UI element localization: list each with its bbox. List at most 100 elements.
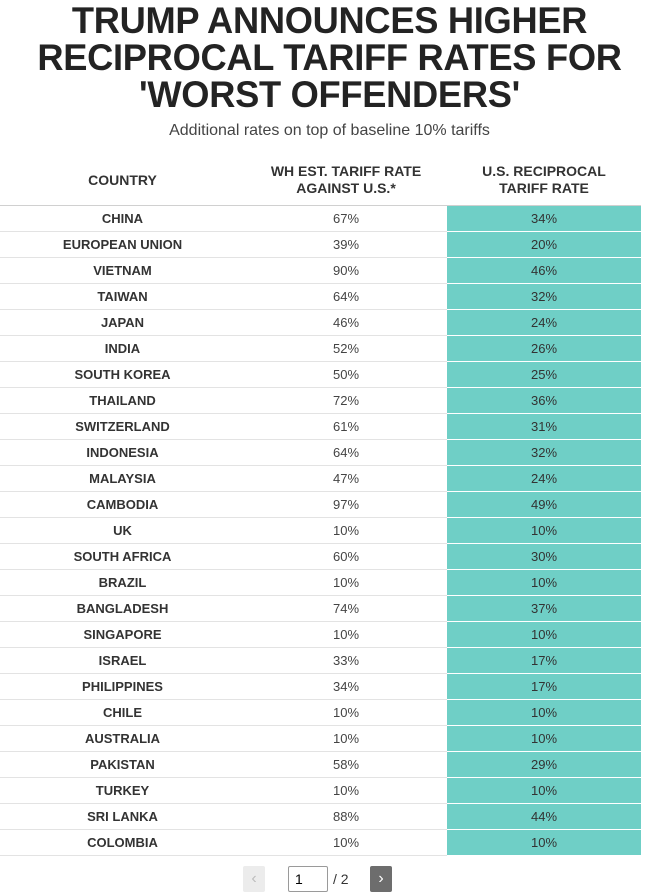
us-rate-cell: 10% xyxy=(447,621,641,648)
table-row: SRI LANKA 88% 44% xyxy=(0,803,641,830)
country-cell: SRI LANKA xyxy=(0,803,245,830)
table-row: THAILAND 72% 36% xyxy=(0,387,641,414)
us-rate-cell: 29% xyxy=(447,751,641,778)
country-cell: UK xyxy=(0,517,245,544)
us-rate-cell: 25% xyxy=(447,361,641,388)
country-cell: CHINA xyxy=(0,205,245,232)
us-rate-cell: 26% xyxy=(447,335,641,362)
prev-page-button[interactable]: ‹ xyxy=(243,866,265,892)
table-row: VIETNAM 90% 46% xyxy=(0,257,641,284)
table-row: TURKEY 10% 10% xyxy=(0,777,641,804)
wh-rate-cell: 61% xyxy=(245,413,447,440)
wh-rate-cell: 64% xyxy=(245,439,447,466)
title-line-2: RECIPROCAL TARIFF RATES FOR xyxy=(37,37,622,78)
us-rate-cell: 10% xyxy=(447,517,641,544)
page-number-input[interactable] xyxy=(288,866,328,892)
us-rate-cell: 49% xyxy=(447,491,641,518)
wh-rate-cell: 50% xyxy=(245,361,447,388)
table-row: PAKISTAN 58% 29% xyxy=(0,751,641,778)
table-row: CHINA 67% 34% xyxy=(0,205,641,232)
country-cell: SOUTH AFRICA xyxy=(0,543,245,570)
country-cell: CHILE xyxy=(0,699,245,726)
wh-rate-cell: 72% xyxy=(245,387,447,414)
header-country-label: COUNTRY xyxy=(88,171,157,188)
chart-subtitle: Additional rates on top of baseline 10% … xyxy=(169,122,490,139)
country-cell: PAKISTAN xyxy=(0,751,245,778)
header-row: COUNTRY WH EST. TARIFF RATE AGAINST U.S.… xyxy=(0,155,641,206)
table-row: TAIWAN 64% 32% xyxy=(0,283,641,310)
title-line-3: 'WORST OFFENDERS' xyxy=(139,74,520,115)
us-rate-cell: 46% xyxy=(447,257,641,284)
country-cell: INDONESIA xyxy=(0,439,245,466)
header-us-line-2: TARIFF RATE xyxy=(499,180,589,196)
table-body: CHINA 67% 34% EUROPEAN UNION 39% 20% VIETNAM 90… xyxy=(0,205,641,856)
country-cell: TAIWAN xyxy=(0,283,245,310)
us-rate-cell: 24% xyxy=(447,465,641,492)
table-row: MALAYSIA 47% 24% xyxy=(0,465,641,492)
table-row: SINGAPORE 10% 10% xyxy=(0,621,641,648)
table-row: SWITZERLAND 61% 31% xyxy=(0,413,641,440)
country-cell: SWITZERLAND xyxy=(0,413,245,440)
country-cell: EUROPEAN UNION xyxy=(0,231,245,258)
us-rate-cell: 32% xyxy=(447,439,641,466)
table-row: BRAZIL 10% 10% xyxy=(0,569,641,596)
us-rate-cell: 10% xyxy=(447,569,641,596)
wh-rate-cell: 34% xyxy=(245,673,447,700)
table-row: CAMBODIA 97% 49% xyxy=(0,491,641,518)
wh-rate-cell: 67% xyxy=(245,205,447,232)
table-row: INDONESIA 64% 32% xyxy=(0,439,641,466)
tariff-table: COUNTRY WH EST. TARIFF RATE AGAINST U.S.… xyxy=(0,155,641,856)
table-row: UK 10% 10% xyxy=(0,517,641,544)
wh-rate-cell: 52% xyxy=(245,335,447,362)
wh-rate-cell: 10% xyxy=(245,777,447,804)
us-rate-cell: 24% xyxy=(447,309,641,336)
next-page-button[interactable]: › xyxy=(370,866,392,892)
country-cell: COLOMBIA xyxy=(0,829,245,856)
country-cell: INDIA xyxy=(0,335,245,362)
wh-rate-cell: 33% xyxy=(245,647,447,674)
header-wh-line-2: AGAINST U.S.* xyxy=(296,180,396,196)
wh-rate-cell: 10% xyxy=(245,621,447,648)
country-cell: CAMBODIA xyxy=(0,491,245,518)
table-row: BANGLADESH 74% 37% xyxy=(0,595,641,622)
country-cell: VIETNAM xyxy=(0,257,245,284)
title-line-1: TRUMP ANNOUNCES HIGHER xyxy=(71,0,588,41)
country-cell: MALAYSIA xyxy=(0,465,245,492)
pagination: ‹ / 2 › xyxy=(243,866,393,893)
wh-rate-cell: 10% xyxy=(245,699,447,726)
wh-rate-cell: 10% xyxy=(245,569,447,596)
country-cell: THAILAND xyxy=(0,387,245,414)
country-cell: BRAZIL xyxy=(0,569,245,596)
table-row: EUROPEAN UNION 39% 20% xyxy=(0,231,641,258)
table-row: SOUTH KOREA 50% 25% xyxy=(0,361,641,388)
wh-rate-cell: 97% xyxy=(245,491,447,518)
table-row: INDIA 52% 26% xyxy=(0,335,641,362)
country-cell: JAPAN xyxy=(0,309,245,336)
header-us-line-1: U.S. RECIPROCAL xyxy=(482,163,606,179)
table-row: AUSTRALIA 10% 10% xyxy=(0,725,641,752)
wh-rate-cell: 90% xyxy=(245,257,447,284)
wh-rate-cell: 64% xyxy=(245,283,447,310)
country-cell: SOUTH KOREA xyxy=(0,361,245,388)
us-rate-cell: 10% xyxy=(447,829,641,856)
us-rate-cell: 44% xyxy=(447,803,641,830)
table-row: JAPAN 46% 24% xyxy=(0,309,641,336)
us-rate-cell: 36% xyxy=(447,387,641,414)
country-cell: ISRAEL xyxy=(0,647,245,674)
page-total: / 2 xyxy=(333,871,349,887)
wh-rate-cell: 88% xyxy=(245,803,447,830)
country-cell: AUSTRALIA xyxy=(0,725,245,752)
wh-rate-cell: 39% xyxy=(245,231,447,258)
wh-rate-cell: 10% xyxy=(245,725,447,752)
us-rate-cell: 31% xyxy=(447,413,641,440)
us-rate-cell: 37% xyxy=(447,595,641,622)
wh-rate-cell: 60% xyxy=(245,543,447,570)
us-rate-cell: 32% xyxy=(447,283,641,310)
header-country: COUNTRY xyxy=(0,155,245,206)
wh-rate-cell: 10% xyxy=(245,517,447,544)
us-rate-cell: 30% xyxy=(447,543,641,570)
header-us-rate: U.S. RECIPROCAL TARIFF RATE xyxy=(447,155,641,206)
header-wh-rate: WH EST. TARIFF RATE AGAINST U.S.* xyxy=(245,155,447,206)
us-rate-cell: 10% xyxy=(447,725,641,752)
country-cell: SINGAPORE xyxy=(0,621,245,648)
